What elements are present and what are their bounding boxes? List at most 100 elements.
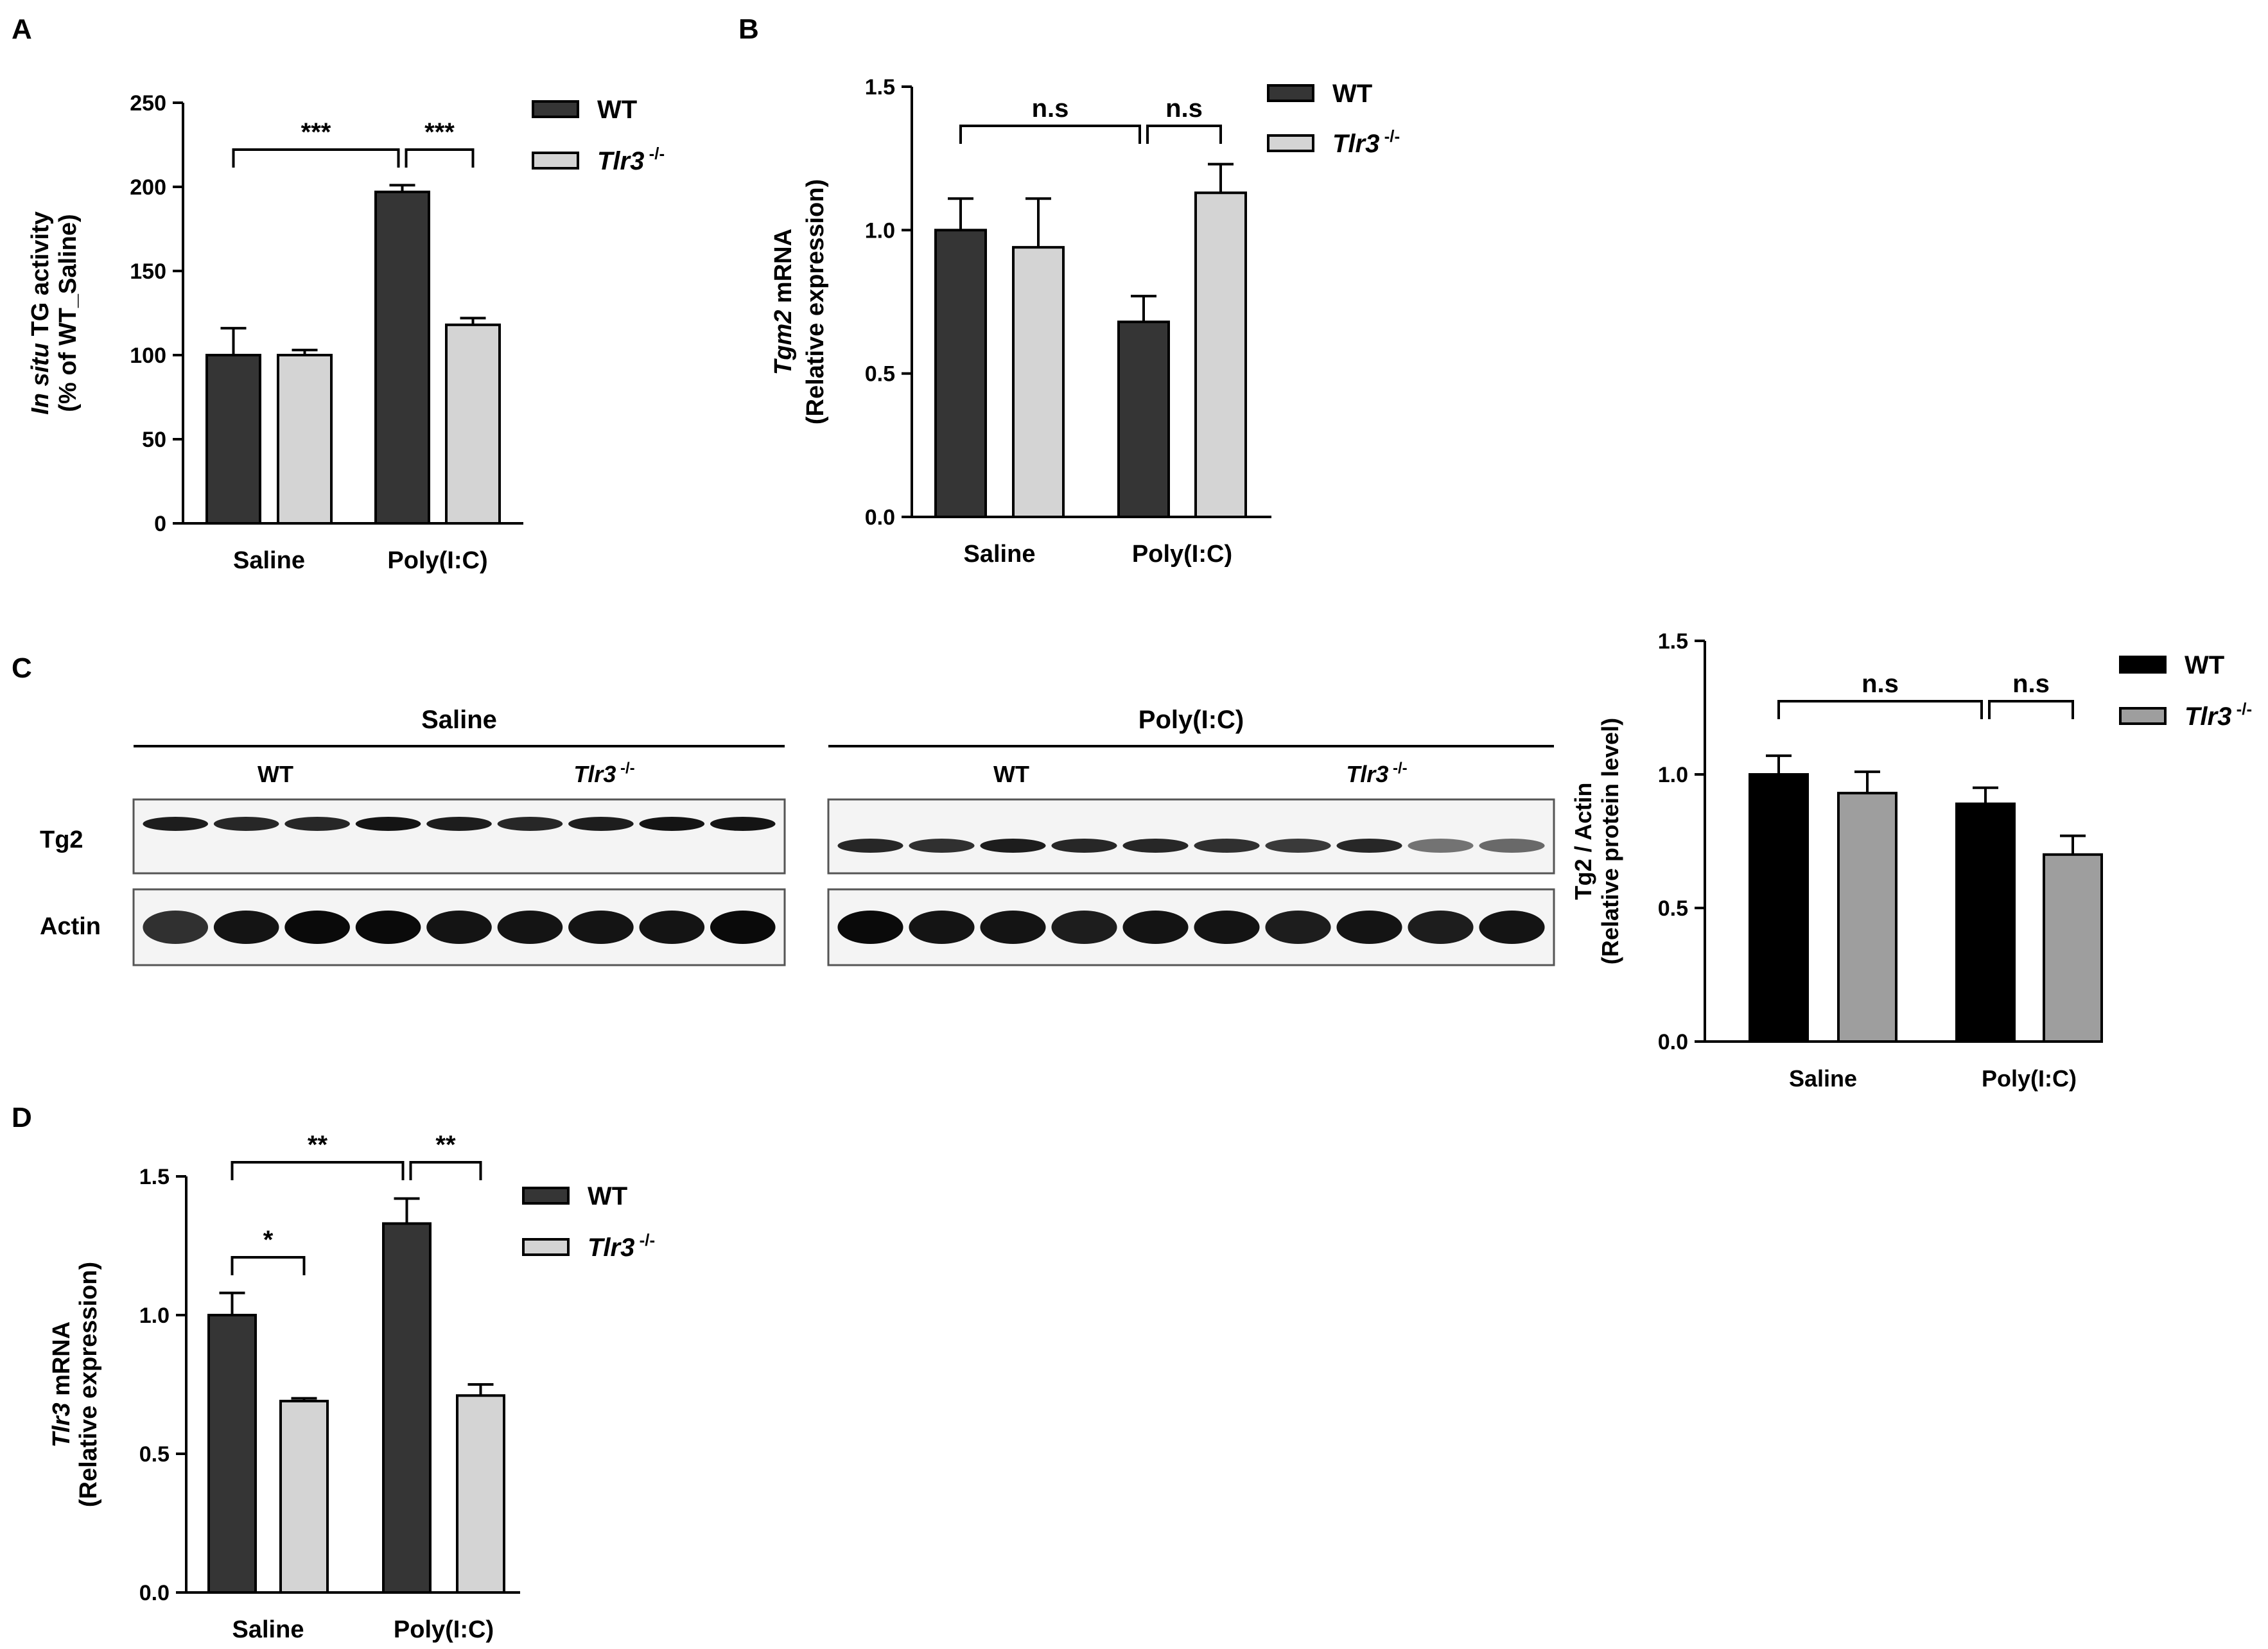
- bar: [934, 229, 987, 518]
- significance-label: n.s: [1032, 94, 1069, 123]
- blot-membrane: [827, 798, 1555, 875]
- bar: [374, 190, 430, 525]
- blot-membrane: [132, 798, 786, 875]
- bar: [1194, 191, 1247, 518]
- legend-label: WT: [588, 1182, 627, 1210]
- actin-band: [980, 911, 1046, 944]
- legend-label-italic: Tlr3: [1332, 130, 1379, 158]
- tg2-band: [837, 839, 903, 853]
- bar: [1749, 773, 1809, 1043]
- actin-band: [837, 911, 903, 944]
- y-axis-label: Tg2 / Actin: [1570, 783, 1596, 900]
- actin-band: [284, 911, 350, 944]
- actin-band: [143, 911, 209, 944]
- bar: [456, 1394, 505, 1594]
- chart-panel-d: 0.0 0.5 1.0 1.5 Saline Poly(I:C) Tlr3 mRNA (Rel…: [48, 1131, 655, 1643]
- legend-label: Tlr3 -/-: [2185, 699, 2252, 731]
- y-tick-label: 200: [130, 175, 166, 200]
- blot-group-label: Saline: [421, 706, 497, 734]
- y-tick-label: 1.5: [139, 1165, 170, 1189]
- x-category-label: Poly(I:C): [1132, 541, 1232, 568]
- actin-band: [497, 911, 563, 944]
- y-tick-label: 0.0: [1658, 1030, 1688, 1054]
- legend-label: Tlr3 -/-: [597, 144, 665, 175]
- y-axis-label-line2: (Relative expression): [802, 179, 829, 424]
- blot-genotype-italic: Tlr3: [573, 761, 616, 787]
- legend-label-italic: Tlr3: [597, 147, 644, 175]
- y-tick-label: 0: [154, 512, 166, 536]
- actin-band: [909, 911, 975, 944]
- tg2-band: [568, 817, 634, 831]
- bar: [1117, 320, 1170, 518]
- significance-label: n.s: [1165, 94, 1203, 123]
- y-axis-label-italic: Tlr3: [48, 1402, 75, 1447]
- tg2-band: [1194, 839, 1260, 853]
- tg2-band: [355, 817, 421, 831]
- y-axis-label-text: TG activity: [27, 211, 54, 343]
- y-tick-label: 0.5: [1658, 896, 1688, 921]
- blot-genotype-superscript: -/-: [1388, 760, 1407, 777]
- legend-label: WT: [597, 96, 637, 124]
- actin-band: [355, 911, 421, 944]
- significance-bracket: [959, 125, 1141, 144]
- tg2-band: [980, 839, 1046, 853]
- significance-label: n.s: [1862, 670, 1899, 698]
- y-axis-label: In situ TG activity: [27, 211, 54, 415]
- chart-panel-c-quantification: 0.0 0.5 1.0 1.5 Saline Poly(I:C) Tg2 / Actin (R…: [1570, 629, 2252, 1092]
- blot-genotype-label: Tlr3 -/-: [1346, 760, 1407, 787]
- tg2-band: [1265, 839, 1331, 853]
- legend-label-superscript: -/-: [644, 144, 665, 163]
- significance-bracket: [409, 1161, 482, 1180]
- significance-bracket: [231, 1256, 306, 1275]
- blot-row-label-tg2: Tg2: [40, 826, 83, 853]
- tg2-band: [909, 839, 975, 853]
- significance-bracket: [1146, 125, 1222, 144]
- x-category-label: Saline: [232, 1616, 304, 1643]
- significance-label: *: [263, 1226, 274, 1254]
- legend-label: Tlr3 -/-: [1332, 127, 1400, 158]
- western-blot: Saline WT Tlr3 -/- Poly(I:C) WT Tlr3 -/- Tg2 Ac…: [40, 706, 1555, 966]
- significance-label: ***: [301, 118, 331, 146]
- legend-label-italic: Tlr3: [2185, 702, 2231, 731]
- y-tick-label: 1.5: [865, 75, 895, 100]
- panel-label-b: B: [738, 13, 759, 45]
- legend-label: Tlr3 -/-: [588, 1230, 655, 1262]
- y-tick-label: 0.5: [865, 362, 895, 387]
- actin-band: [1408, 911, 1474, 944]
- blot-genotype-italic: Tlr3: [1346, 761, 1388, 787]
- y-axis-label: Tlr3 mRNA: [48, 1322, 75, 1447]
- actin-band: [1051, 911, 1117, 944]
- panel-label-a: A: [12, 13, 32, 45]
- y-axis-label-line2: (% of WT_Saline): [55, 214, 82, 412]
- significance-bracket: [232, 148, 400, 168]
- bar: [382, 1222, 432, 1594]
- blot-genotype-label: Tlr3 -/-: [573, 760, 634, 787]
- tg2-band: [426, 817, 492, 831]
- x-category-label: Poly(I:C): [394, 1616, 494, 1643]
- y-axis-label-text: Tg2 / Actin: [1570, 783, 1596, 900]
- legend-swatch: [532, 100, 579, 118]
- y-axis-label-italic: In situ: [27, 343, 54, 415]
- legend-swatch: [2119, 656, 2167, 674]
- legend-swatch: [522, 1187, 570, 1205]
- actin-band: [1336, 911, 1402, 944]
- blot-row-label-actin: Actin: [40, 913, 101, 940]
- actin-band: [639, 911, 705, 944]
- y-axis-label-italic: Tgm2: [770, 310, 797, 375]
- bar: [205, 354, 261, 525]
- y-axis-label: Tgm2 mRNA: [770, 229, 797, 375]
- x-category-label: Saline: [233, 547, 305, 574]
- legend-swatch: [1267, 134, 1314, 152]
- legend-label: WT: [2185, 651, 2224, 679]
- y-tick-label: 50: [142, 428, 166, 452]
- y-axis-label-text: mRNA: [770, 229, 797, 310]
- actin-band: [568, 911, 634, 944]
- y-axis-label-text: mRNA: [48, 1322, 75, 1403]
- blot-genotype-superscript: -/-: [616, 760, 634, 777]
- actin-band: [213, 911, 279, 944]
- significance-label: n.s: [2012, 670, 2050, 698]
- bar: [207, 1314, 257, 1594]
- y-tick-label: 0.5: [139, 1442, 170, 1467]
- significance-bracket: [405, 148, 475, 168]
